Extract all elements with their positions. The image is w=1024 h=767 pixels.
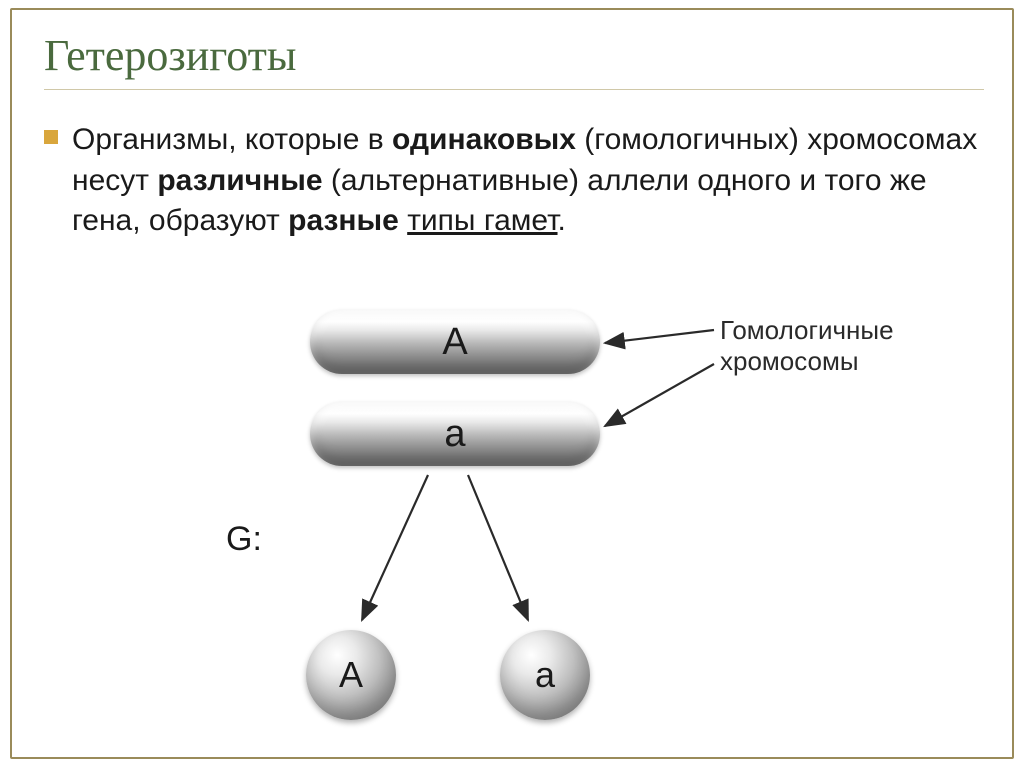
gamete-left: A: [306, 630, 396, 720]
arrow-label-to-bottom: [605, 364, 714, 426]
chromosome-top: A: [310, 310, 600, 374]
bullet-icon: [44, 130, 58, 144]
chromosome-bottom-label: a: [444, 413, 465, 456]
body-text: Организмы, которые в одинаковых (гомолог…: [72, 120, 984, 242]
gamete-right: a: [500, 630, 590, 720]
diagram: A a G: A a Гомологичные хромосомы: [0, 310, 1024, 750]
arrow-label-to-top: [605, 330, 714, 343]
slide-title: Гетерозиготы: [44, 30, 984, 81]
slide-content: Гетерозиготы Организмы, которые в одинак…: [44, 30, 984, 242]
g-label: G:: [226, 520, 262, 559]
text-part-1: Организмы, которые в: [72, 123, 392, 156]
arrow-down-right: [468, 475, 528, 620]
homolog-label-line1: Гомологичные: [720, 315, 894, 346]
homolog-label: Гомологичные хромосомы: [720, 315, 894, 377]
chromosome-top-label: A: [442, 321, 467, 364]
text-underline: типы гамет: [407, 204, 557, 237]
text-period: .: [558, 204, 566, 237]
arrow-down-left: [362, 475, 428, 620]
homolog-label-line2: хромосомы: [720, 346, 894, 377]
gamete-right-label: a: [535, 654, 555, 696]
text-bold-2: различные: [157, 164, 322, 197]
body-row: Организмы, которые в одинаковых (гомолог…: [44, 120, 984, 242]
chromosome-bottom: a: [310, 402, 600, 466]
gamete-left-label: A: [339, 654, 363, 696]
title-divider: [44, 89, 984, 90]
text-bold-3: разные: [288, 204, 407, 237]
text-bold-1: одинаковых: [392, 123, 584, 156]
